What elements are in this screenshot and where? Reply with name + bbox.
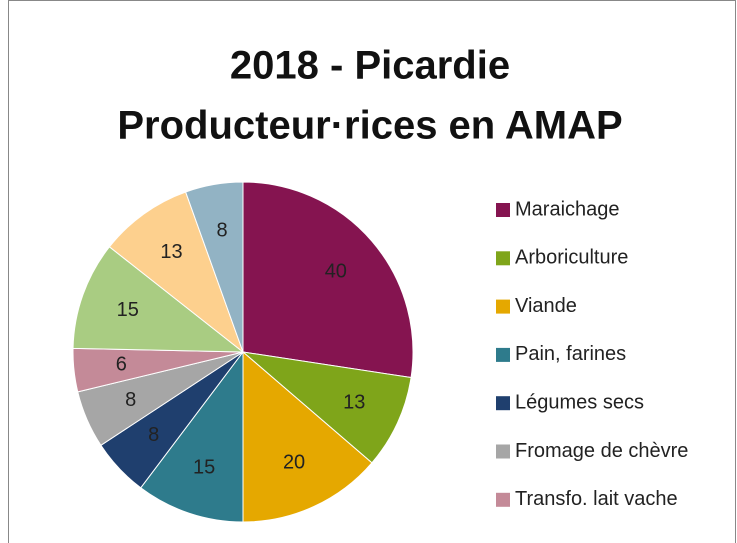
chart-title: Producteur·rices en AMAP: [117, 104, 622, 148]
legend-label: Pain, farines: [515, 343, 626, 365]
data-label: 6: [116, 353, 127, 375]
legend-swatch: [496, 251, 510, 266]
legend-swatch: [496, 396, 510, 411]
legend-swatch: [496, 444, 510, 459]
legend-label: Viande: [515, 295, 577, 317]
pie-slice: [184, 181, 244, 353]
legend-label: Légumes secs: [515, 391, 644, 413]
legend-label: Maraichage: [515, 198, 620, 220]
legend-swatch: [496, 203, 510, 217]
data-label: 40: [325, 260, 347, 282]
pie-slice: [108, 191, 245, 354]
data-label: 20: [283, 452, 305, 474]
legend-swatch: [496, 492, 510, 507]
legend-swatch: [496, 299, 510, 314]
data-label: 13: [343, 391, 365, 413]
pie-slice: [242, 181, 414, 379]
data-label: 15: [193, 456, 215, 478]
data-label: 8: [125, 389, 136, 411]
data-label: 15: [117, 299, 139, 321]
data-label: 13: [160, 241, 182, 263]
pie-slice: [241, 351, 412, 464]
legend-swatch: [496, 347, 510, 362]
data-label: 8: [148, 424, 159, 446]
legend-label: Fromage de chèvre: [515, 440, 688, 462]
legend-label: Arboriculture: [515, 247, 628, 269]
legend-label: Transfo. lait vache: [515, 488, 678, 510]
pie-slice: [72, 246, 245, 353]
pie-slice: [242, 350, 373, 523]
pie-slice: [140, 350, 244, 523]
chart-title: 2018 - Picardie: [230, 44, 510, 88]
data-label: 8: [216, 220, 227, 242]
